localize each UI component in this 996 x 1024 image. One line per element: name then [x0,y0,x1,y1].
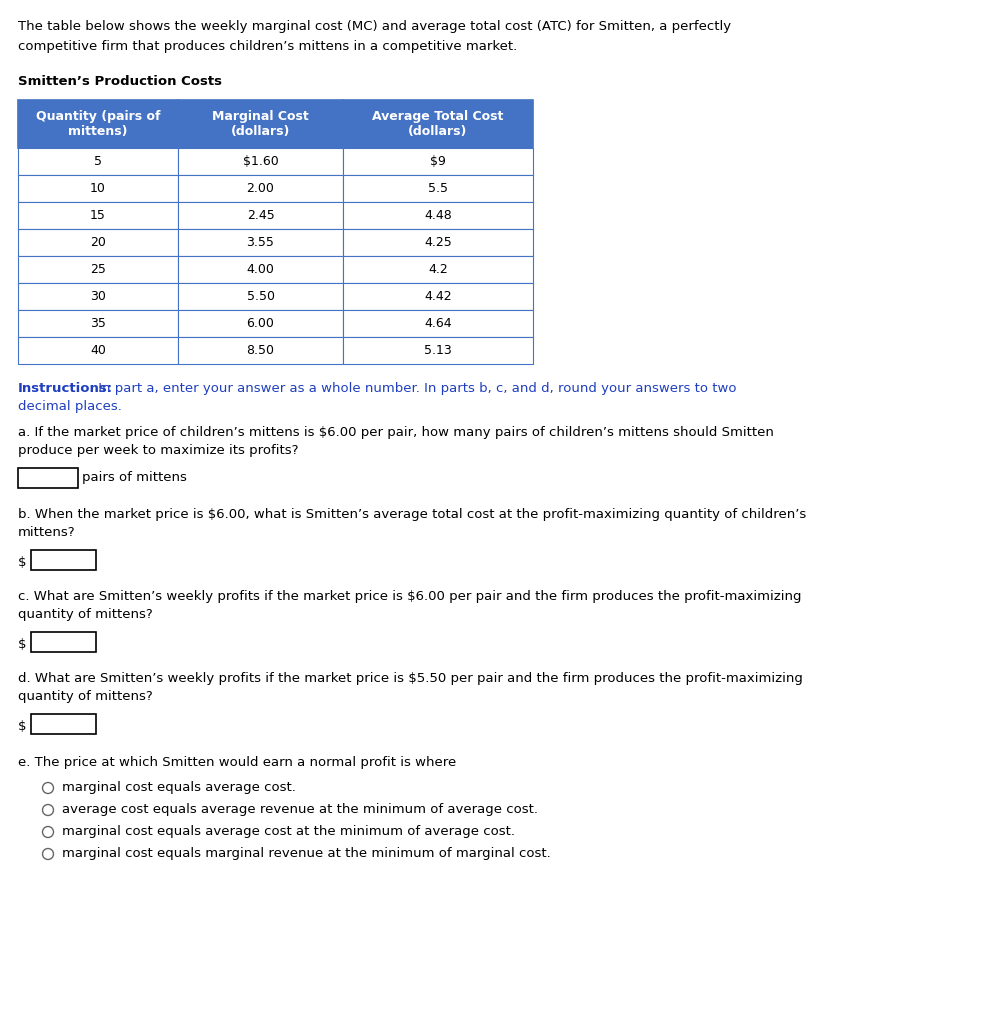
Text: a. If the market price of children’s mittens is $6.00 per pair, how many pairs o: a. If the market price of children’s mit… [18,426,774,439]
Bar [343,100,533,148]
Text: 5.50: 5.50 [246,290,275,303]
Text: quantity of mittens?: quantity of mittens? [18,690,152,703]
Text: In part a, enter your answer as a whole number. In parts b, c, and d, round your: In part a, enter your answer as a whole … [94,382,736,395]
Text: quantity of mittens?: quantity of mittens? [18,608,152,621]
Text: $: $ [18,720,27,732]
Bar [178,310,343,337]
Text: $1.60: $1.60 [243,155,278,168]
Text: 5.5: 5.5 [428,182,448,195]
Text: marginal cost equals marginal revenue at the minimum of marginal cost.: marginal cost equals marginal revenue at… [62,848,551,860]
Text: Quantity (pairs of
mittens): Quantity (pairs of mittens) [36,110,160,138]
Bar [178,202,343,229]
Bar [18,283,178,310]
Bar [343,175,533,202]
Bar [178,337,343,364]
Bar [343,283,533,310]
Text: The table below shows the weekly marginal cost (MC) and average total cost (ATC): The table below shows the weekly margina… [18,20,731,33]
Bar [18,175,178,202]
Text: 2.45: 2.45 [247,209,274,222]
Text: Marginal Cost
(dollars): Marginal Cost (dollars) [212,110,309,138]
Bar [178,229,343,256]
Text: d. What are Smitten’s weekly profits if the market price is $5.50 per pair and t: d. What are Smitten’s weekly profits if … [18,672,803,685]
Bar [18,148,178,175]
Text: 35: 35 [90,317,106,330]
Bar [178,256,343,283]
Text: 5.13: 5.13 [424,344,452,357]
Text: Smitten’s Production Costs: Smitten’s Production Costs [18,75,222,88]
Bar [31,550,96,570]
Text: 5: 5 [94,155,102,168]
Text: 30: 30 [90,290,106,303]
Bar [31,714,96,734]
Text: marginal cost equals average cost at the minimum of average cost.: marginal cost equals average cost at the… [62,825,515,839]
Text: 4.00: 4.00 [247,263,275,276]
Text: $9: $9 [430,155,446,168]
Text: 25: 25 [90,263,106,276]
Bar [178,148,343,175]
Bar [18,100,178,148]
Bar [343,310,533,337]
Text: Instructions:: Instructions: [18,382,114,395]
Text: decimal places.: decimal places. [18,400,122,413]
Text: 4.64: 4.64 [424,317,452,330]
Text: average cost equals average revenue at the minimum of average cost.: average cost equals average revenue at t… [62,804,538,816]
Bar [343,229,533,256]
Bar [343,256,533,283]
Text: b. When the market price is $6.00, what is Smitten’s average total cost at the p: b. When the market price is $6.00, what … [18,508,806,521]
Bar [178,100,343,148]
Bar [18,256,178,283]
Text: 10: 10 [90,182,106,195]
Text: $: $ [18,638,27,650]
Text: produce per week to maximize its profits?: produce per week to maximize its profits… [18,444,299,457]
Text: 40: 40 [90,344,106,357]
Bar [343,337,533,364]
Text: marginal cost equals average cost.: marginal cost equals average cost. [62,781,296,795]
Text: e. The price at which Smitten would earn a normal profit is where: e. The price at which Smitten would earn… [18,756,456,769]
Text: 15: 15 [90,209,106,222]
Bar [18,468,78,488]
Text: pairs of mittens: pairs of mittens [82,471,187,484]
Bar [31,632,96,652]
Bar [18,310,178,337]
Text: 4.2: 4.2 [428,263,448,276]
Text: mittens?: mittens? [18,526,76,539]
Bar [178,283,343,310]
Text: 4.25: 4.25 [424,236,452,249]
Text: $: $ [18,555,27,568]
Text: 2.00: 2.00 [247,182,275,195]
Text: competitive firm that produces children’s mittens in a competitive market.: competitive firm that produces children’… [18,40,517,53]
Bar [178,175,343,202]
Bar [18,337,178,364]
Text: 4.48: 4.48 [424,209,452,222]
Text: 20: 20 [90,236,106,249]
Bar [18,229,178,256]
Text: Average Total Cost
(dollars): Average Total Cost (dollars) [373,110,504,138]
Bar [18,202,178,229]
Text: 3.55: 3.55 [247,236,275,249]
Bar [343,202,533,229]
Text: c. What are Smitten’s weekly profits if the market price is $6.00 per pair and t: c. What are Smitten’s weekly profits if … [18,590,802,603]
Bar [343,148,533,175]
Text: 8.50: 8.50 [246,344,275,357]
Text: 6.00: 6.00 [247,317,275,330]
Text: 4.42: 4.42 [424,290,452,303]
